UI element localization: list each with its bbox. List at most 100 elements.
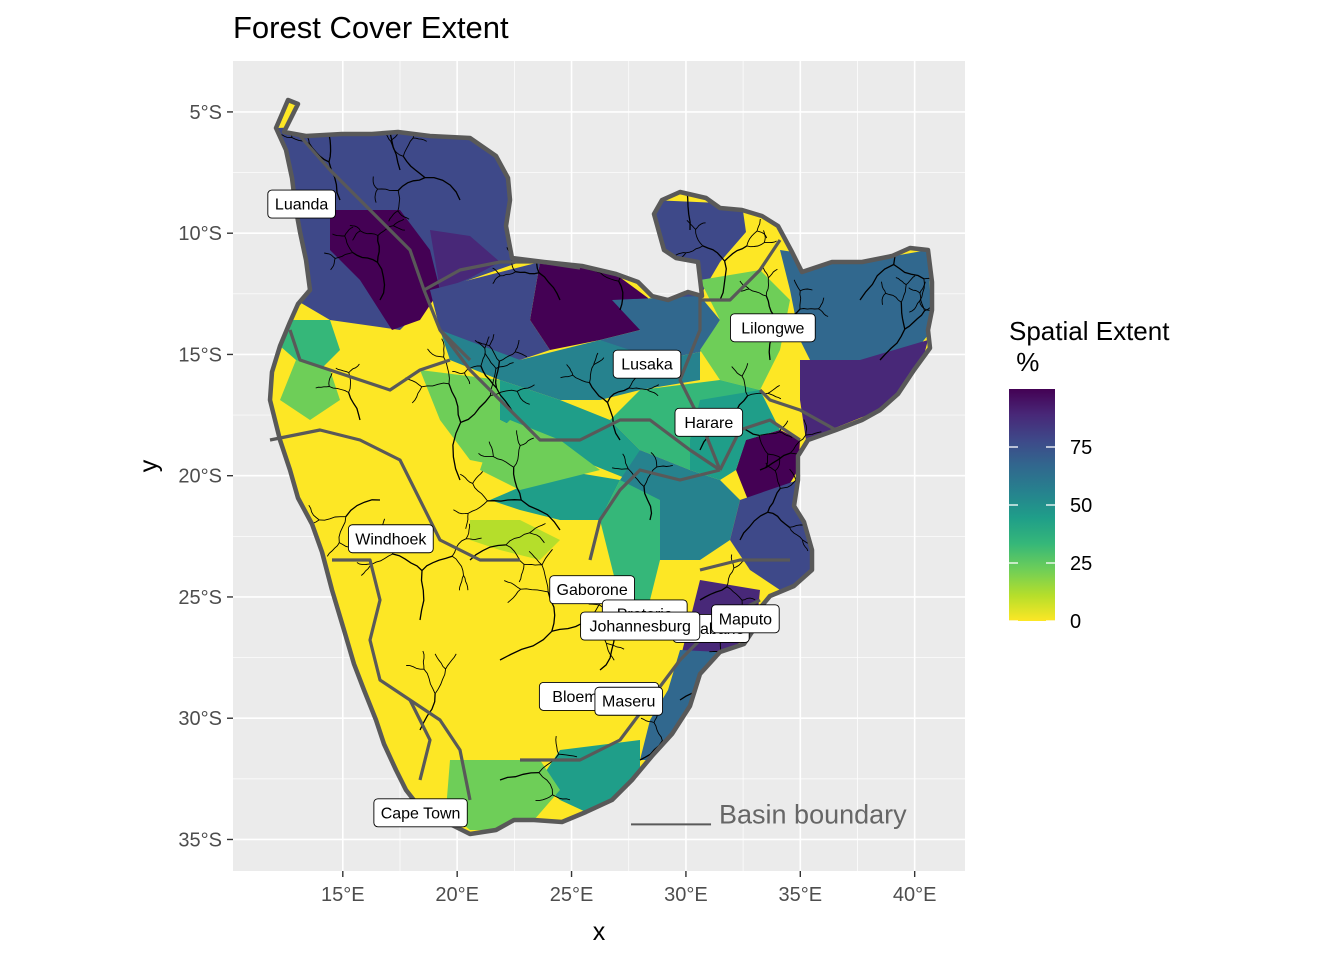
river-segment-164 (767, 392, 782, 400)
city-name: Luanda (275, 197, 328, 214)
river-segment-103 (686, 219, 696, 230)
river-segment-266 (514, 339, 520, 353)
river-segment-250 (628, 387, 648, 391)
cover-zone-2 (430, 230, 500, 290)
river-segment-180 (767, 488, 781, 513)
river-segment-109 (746, 242, 765, 248)
cover-zone-4 (430, 262, 550, 360)
river-segment-53 (376, 235, 380, 263)
river-segment-128 (900, 302, 906, 330)
cover-zone-7 (440, 330, 700, 400)
river-segment-104 (695, 222, 706, 230)
river-segment-101 (674, 252, 686, 257)
river-segment-149 (768, 268, 778, 279)
river-segment-358 (622, 453, 629, 469)
river-segment-199 (741, 597, 756, 601)
river-segment-256 (464, 372, 471, 385)
river-segment-62 (500, 271, 516, 277)
river-segment-187 (767, 511, 790, 528)
river-segment-300 (465, 523, 471, 540)
city-label-johannesburg: Johannesburg (580, 611, 701, 641)
basin-boundary-12 (408, 699, 432, 781)
river-segment-55 (352, 230, 361, 241)
city-label-box (612, 349, 682, 379)
city-label-box (373, 798, 468, 828)
river-segment-3 (279, 133, 293, 139)
cover-zone-15 (736, 430, 800, 500)
river-segment-54 (360, 230, 379, 236)
river-segment-312 (541, 549, 553, 566)
basin-boundary-10 (520, 638, 702, 762)
river-segment-223 (520, 499, 561, 531)
river-segment-361 (656, 464, 673, 468)
river-segment-36 (374, 188, 378, 203)
river-segment-323 (422, 650, 425, 670)
city-name: Maputo (719, 611, 772, 628)
y-tick-label: 5°S (190, 102, 222, 124)
river-segment-163 (767, 385, 780, 394)
river-segment-47 (334, 252, 353, 259)
river-segment-46 (352, 251, 378, 263)
river-segment-243 (589, 364, 595, 383)
city-name: Johannesburg (589, 619, 690, 636)
river-segment-345 (505, 544, 525, 565)
river-segment-59 (393, 225, 405, 231)
river-segment-360 (650, 452, 658, 467)
river-segment-151 (799, 290, 802, 310)
river-segment-133 (895, 277, 907, 285)
river-segment-231 (512, 467, 522, 501)
river-segment-355 (643, 486, 653, 521)
city-name: Lusaka (621, 357, 673, 374)
legend-tick-label: 0 (1070, 611, 1081, 633)
x-tick-label: 20°E (435, 884, 479, 906)
river-segment-228 (472, 483, 488, 502)
legend-tick-label: 75 (1070, 437, 1092, 459)
river-segment-240 (572, 374, 590, 384)
river-segment-50 (344, 235, 353, 253)
river-segment-191 (789, 527, 803, 541)
river-segment-51 (332, 233, 345, 237)
cover-zone-27 (280, 360, 340, 420)
basin-boundary-2 (438, 329, 721, 472)
river-segment-139 (924, 304, 932, 312)
river-segment-34 (388, 210, 399, 222)
river-segment-357 (612, 467, 629, 470)
city-label-box (347, 524, 434, 554)
river-segment-337 (328, 373, 333, 387)
river-segment-227 (453, 509, 469, 515)
city-name: Gaborone (557, 582, 628, 599)
river-segment-304 (458, 575, 464, 591)
river-segment-258 (480, 348, 486, 367)
city-label-cape-town: Cape Town (373, 798, 468, 828)
river-segment-194 (699, 586, 728, 601)
color-legend: 0 25 50 75 (1009, 389, 1092, 633)
legend-title: Spatial Extent % (1009, 316, 1169, 378)
land-mass (267, 97, 935, 837)
river-segment-290 (419, 570, 425, 621)
cover-zone-18 (600, 480, 660, 600)
river-segment-217 (653, 722, 663, 742)
river-segment-58 (392, 218, 405, 227)
river-segment-156 (818, 308, 829, 317)
river-segment-45 (376, 261, 386, 301)
basin-boundary-annotation: Basin boundary (631, 799, 907, 829)
river-segment-106 (746, 230, 758, 247)
river-segment-238 (606, 402, 621, 441)
river-segment-147 (765, 277, 769, 296)
river-segment-291 (392, 553, 423, 572)
river-segment-107 (756, 218, 761, 232)
river-segment-269 (448, 383, 462, 423)
basin-boundary-5 (288, 329, 451, 392)
river-segment-60 (538, 272, 561, 301)
river-segment-75 (618, 280, 624, 311)
river-segment-108 (756, 230, 768, 239)
river-segment-52 (344, 226, 354, 237)
river-segment-37 (372, 176, 378, 190)
river-segment-283 (345, 499, 381, 518)
river-segment-33 (397, 210, 410, 220)
x-tick-label: 35°E (779, 884, 823, 906)
river-segment-218 (640, 717, 655, 723)
river-segment-153 (800, 288, 813, 292)
x-axis: 15°E 20°E 25°E 30°E 35°E 40°E (321, 871, 936, 906)
river-segment-136 (919, 292, 925, 311)
